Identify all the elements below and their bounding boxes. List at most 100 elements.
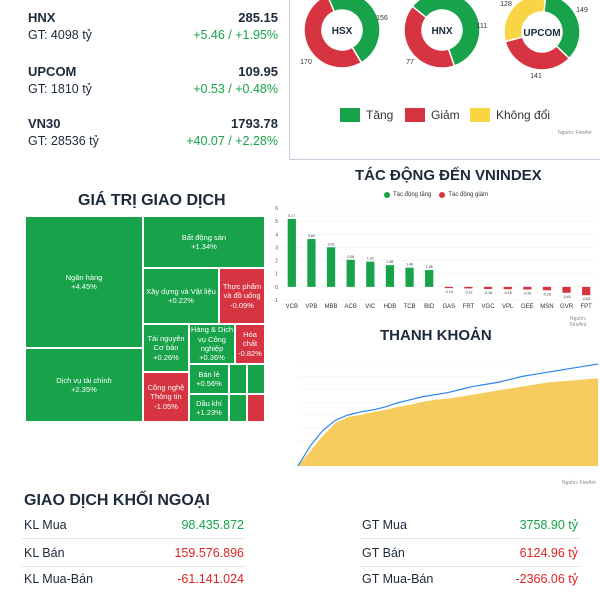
- donut-label: HNX: [431, 26, 452, 37]
- treemap-tile[interactable]: Công nghệ Thông tin -1.05%: [143, 372, 189, 422]
- impact-bar[interactable]: [366, 261, 375, 287]
- index-trading-value: GT: 28536 tỷ: [28, 134, 99, 148]
- row-label: KL Mua-Bán: [24, 572, 94, 586]
- impact-bar[interactable]: [287, 218, 296, 287]
- impact-bar[interactable]: [582, 286, 591, 296]
- index-card-vn30[interactable]: VN30 GT: 28536 tỷ 1793.78 +40.07 / +2.28…: [22, 114, 284, 158]
- row-value: 159.576.896: [174, 546, 244, 560]
- index-card-upcom[interactable]: UPCOM GT: 1810 tỷ 109.95 +0.53 / +0.48%: [22, 62, 284, 106]
- row-value: -61.141.024: [177, 572, 244, 586]
- treemap-tile[interactable]: Ngân hàng +4.45%: [25, 216, 143, 348]
- row-label: GT Bán: [362, 546, 405, 560]
- legend-swatch-flat: [470, 108, 490, 122]
- tile-change: +0.56%: [196, 379, 222, 388]
- tile-change: +4.45%: [71, 282, 97, 291]
- tile-change: -0.09%: [230, 300, 254, 310]
- source-label: Nguồn: FireAnt: [570, 316, 587, 328]
- divider-vertical: [289, 0, 290, 160]
- impact-bar[interactable]: [562, 286, 571, 293]
- index-value: 285.15: [238, 10, 278, 25]
- bar-data-label: 3.01: [328, 242, 335, 246]
- impact-bar-chart: -1 0 1 2 3 4 5 6 5.17 VCB 3.64 VPB 3.01 MBB 2.06 ACB 1.9…: [274, 206, 596, 310]
- treemap-tile[interactable]: Bất động sản +1.34%: [143, 216, 265, 268]
- liquidity-title: THANH KHOẢN: [380, 327, 492, 344]
- impact-bar[interactable]: [464, 286, 473, 289]
- treemap-tile[interactable]: Tài nguyên Cơ bản +0.26%: [143, 324, 189, 372]
- impact-bar[interactable]: [385, 265, 395, 287]
- treemap-tile[interactable]: Dầu khí +1.23%: [189, 394, 229, 422]
- impact-bar[interactable]: [503, 286, 512, 290]
- treemap-tile-small[interactable]: [229, 394, 247, 422]
- x-tick-label: TCB: [404, 304, 416, 310]
- foreign-row-gt-mua-ban: GT Mua-Bán -2366.06 tỷ: [360, 566, 580, 590]
- treemap-tile[interactable]: Xây dựng và Vật liệu +0.22%: [143, 268, 219, 324]
- legend-dot-up: [384, 192, 390, 198]
- x-tick-label: GVR: [560, 304, 574, 310]
- tile-change: -1.05%: [154, 401, 178, 411]
- index-change: +0.53 / +0.48%: [193, 82, 278, 96]
- legend-swatch-down: [405, 108, 425, 122]
- treemap-tile[interactable]: Dịch vụ tài chính +2.35%: [25, 348, 143, 422]
- index-value: 1793.78: [231, 116, 278, 131]
- tile-change: +0.22%: [168, 296, 194, 305]
- row-label: GT Mua: [362, 518, 407, 532]
- legend-up: Tăng: [340, 108, 393, 122]
- impact-bar[interactable]: [307, 239, 316, 287]
- tile-name: Bán lẻ: [198, 369, 220, 379]
- legend-label: Không đổi: [496, 108, 551, 122]
- treemap-tile[interactable]: Thực phẩm và đồ uống -0.09%: [219, 268, 265, 324]
- donut-value-label: 128: [500, 1, 512, 8]
- legend-label: Giảm: [431, 108, 460, 122]
- tile-change: +1.23%: [196, 408, 222, 417]
- impact-bar[interactable]: [405, 267, 414, 287]
- donut-hole: [422, 10, 462, 50]
- impact-bar[interactable]: [346, 259, 355, 287]
- treemap-tile-small[interactable]: [229, 364, 247, 394]
- legend-swatch-up: [340, 108, 360, 122]
- bar-data-label: -0.16: [484, 291, 492, 295]
- x-tick-label: FRT: [463, 304, 475, 310]
- treemap-tile-small[interactable]: [247, 394, 265, 422]
- index-change: +5.46 / +1.95%: [193, 28, 278, 42]
- impact-title: TÁC ĐỘNG ĐẾN VNINDEX: [355, 167, 542, 184]
- bar-data-label: 2.06: [347, 255, 354, 259]
- foreign-row-gt-mua: GT Mua 3758.90 tỷ: [360, 512, 580, 536]
- index-card-hnx[interactable]: HNX GT: 4098 tỷ 285.15 +5.46 / +1.95%: [22, 8, 284, 52]
- foreign-row-kl-ban: KL Bán 159.576.896: [22, 540, 246, 564]
- liquidity-area-chart: [297, 363, 599, 467]
- impact-bar[interactable]: [444, 286, 453, 289]
- treemap-tile[interactable]: Hàng & Dịch vụ Công nghiệp +0.36%: [189, 324, 235, 364]
- y-tick-label: 2: [275, 259, 278, 265]
- impact-bar[interactable]: [425, 270, 434, 287]
- row-value: 6124.96 tỷ: [519, 546, 578, 560]
- donut-value-label: 170: [300, 59, 312, 66]
- x-tick-label: VGC: [482, 304, 496, 310]
- foreign-row-gt-ban: GT Bán 6124.96 tỷ: [360, 540, 580, 564]
- impact-bar[interactable]: [326, 247, 336, 287]
- treemap-tile[interactable]: Bán lẻ +0.56%: [189, 364, 229, 394]
- donut-value-label: 111: [477, 23, 488, 30]
- bar-data-label: -0.63: [582, 297, 590, 301]
- bar-data-label: 5.17: [288, 214, 295, 218]
- bar-data-label: 1.92: [367, 257, 374, 261]
- bar-data-label: 1.46: [406, 263, 413, 267]
- treemap-tile[interactable]: Hóa chất -0.82%: [235, 324, 265, 364]
- x-tick-label: HDB: [384, 304, 397, 310]
- row-divider: [360, 538, 580, 539]
- donut-label: HSX: [332, 26, 353, 37]
- bar-data-label: -0.12: [464, 290, 472, 294]
- bar-data-label: 1.28: [426, 265, 433, 269]
- treemap-tile-small[interactable]: [247, 364, 265, 394]
- impact-bar[interactable]: [542, 286, 552, 291]
- tile-name: Xây dựng và Vật liệu: [146, 286, 216, 296]
- y-tick-label: 5: [275, 219, 278, 225]
- donut-hole: [322, 10, 362, 50]
- tile-name: Dầu khí: [196, 398, 222, 408]
- tile-name: Bất động sản: [181, 232, 227, 242]
- impact-bar[interactable]: [483, 286, 493, 289]
- bar-data-label: -0.20: [523, 291, 531, 295]
- x-tick-label: MBB: [325, 304, 338, 310]
- impact-bar[interactable]: [523, 286, 532, 290]
- bar-data-label: -0.26: [543, 292, 551, 296]
